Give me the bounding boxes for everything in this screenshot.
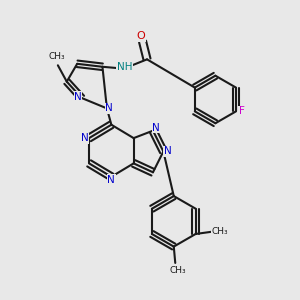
- Text: O: O: [137, 31, 146, 41]
- Text: CH₃: CH₃: [170, 266, 187, 275]
- Text: N: N: [74, 92, 82, 101]
- Text: CH₃: CH₃: [48, 52, 65, 61]
- Text: NH: NH: [117, 62, 133, 72]
- Text: N: N: [164, 146, 172, 157]
- Text: N: N: [107, 175, 115, 185]
- Text: N: N: [152, 123, 160, 133]
- Text: N: N: [105, 103, 113, 113]
- Text: F: F: [239, 106, 245, 116]
- Text: CH₃: CH₃: [211, 227, 228, 236]
- Text: N: N: [81, 133, 88, 143]
